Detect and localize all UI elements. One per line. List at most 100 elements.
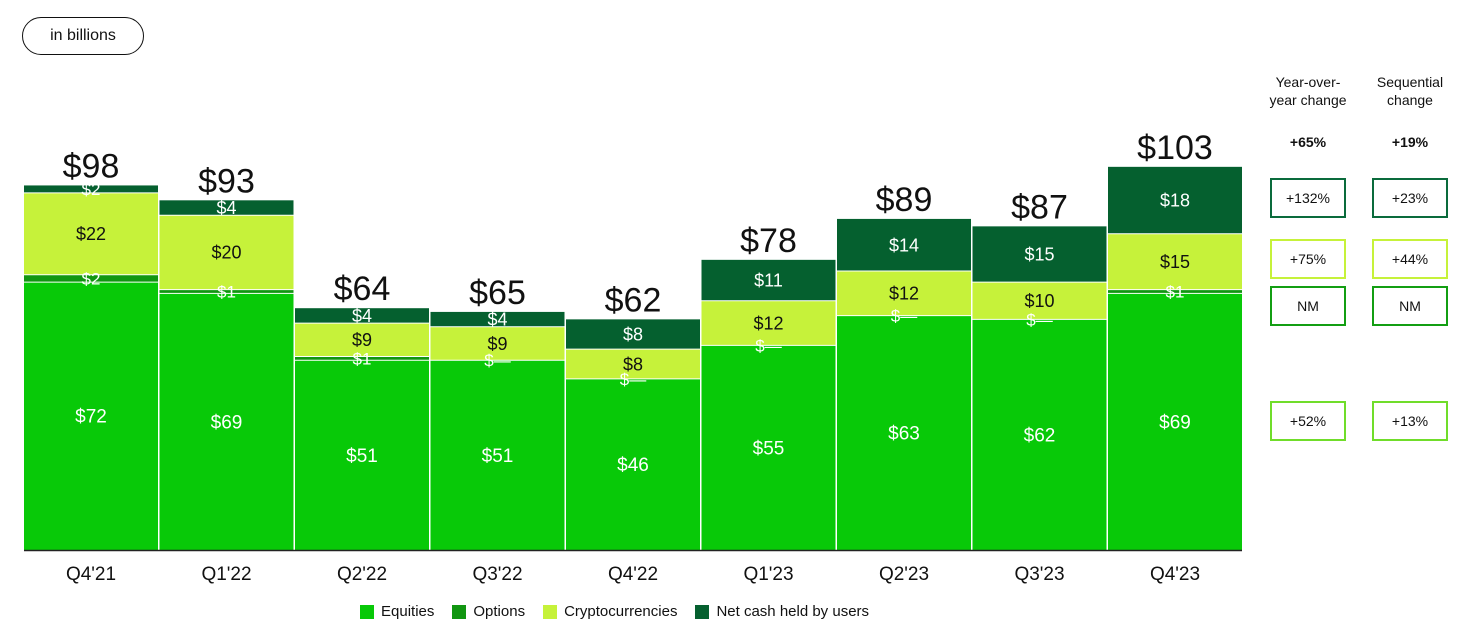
- bar-equities-0: [24, 282, 158, 550]
- total-label-6: $89: [876, 181, 933, 219]
- category-label-0: Q4'21: [66, 564, 116, 585]
- label-crypto-3: $9: [487, 334, 507, 354]
- label-crypto-8: $15: [1160, 252, 1190, 272]
- category-label-6: Q2'23: [879, 564, 929, 585]
- label-options-0: $2: [82, 269, 101, 288]
- bar-crypto-3: [430, 326, 565, 361]
- label-crypto-1: $20: [211, 243, 241, 263]
- yoy-cash-box: +132%: [1270, 178, 1346, 218]
- label-options-5: $—: [755, 336, 781, 355]
- unit-label: in billions: [22, 17, 144, 55]
- bar-equities-7: [972, 319, 1107, 550]
- seq-equities-box: +13%: [1372, 401, 1448, 441]
- bar-cash-5: [701, 259, 836, 301]
- bar-options-1: [159, 289, 294, 294]
- legend-label-equities: Equities: [381, 603, 435, 620]
- bar-options-0: [24, 274, 158, 283]
- bar-cash-7: [972, 226, 1107, 283]
- yoy-crypto-box: +75%: [1270, 239, 1346, 279]
- bar-crypto-4: [566, 349, 700, 379]
- label-equities-2: $51: [346, 446, 378, 467]
- bar-cash-4: [566, 319, 700, 350]
- label-equities-4: $46: [617, 455, 649, 476]
- bar-crypto-2: [295, 323, 429, 357]
- total-label-2: $64: [334, 270, 391, 308]
- bar-equities-5: [701, 345, 836, 550]
- label-options-2: $1: [353, 349, 372, 368]
- label-options-6: $—: [891, 307, 917, 326]
- label-equities-5: $55: [753, 438, 785, 459]
- label-cash-5: $11: [754, 271, 783, 291]
- legend-item-cash: Net cash held by users: [695, 603, 869, 620]
- label-cash-7: $15: [1024, 245, 1054, 265]
- bar-equities-1: [159, 293, 294, 550]
- category-label-3: Q3'22: [472, 564, 522, 585]
- yoy-header: Year-over-year change: [1269, 74, 1347, 108]
- bar-cash-2: [295, 308, 429, 324]
- total-label-0: $98: [63, 147, 120, 185]
- bar-crypto-1: [159, 215, 294, 290]
- total-label-5: $78: [740, 222, 797, 260]
- legend-label-cash: Net cash held by users: [716, 603, 870, 620]
- bar-cash-1: [159, 200, 294, 216]
- label-cash-6: $14: [889, 235, 919, 255]
- legend-label-crypto: Cryptocurrencies: [564, 603, 678, 620]
- label-cash-2: $4: [352, 306, 372, 326]
- yoy-equities-box: +52%: [1270, 401, 1346, 441]
- label-crypto-7: $10: [1024, 291, 1054, 311]
- bar-equities-6: [837, 315, 971, 550]
- label-cash-8: $18: [1160, 191, 1190, 211]
- bar-cash-8: [1108, 166, 1242, 234]
- label-options-7: $—: [1026, 310, 1052, 329]
- legend: Equities Options Cryptocurrencies Net ca…: [360, 603, 887, 620]
- category-label-4: Q4'22: [608, 564, 658, 585]
- total-label-8: $103: [1137, 129, 1213, 167]
- bar-crypto-0: [24, 192, 158, 275]
- label-cash-1: $4: [216, 198, 236, 218]
- bar-cash-6: [837, 218, 971, 271]
- category-label-5: Q1'23: [743, 564, 793, 585]
- label-options-8: $1: [1166, 282, 1185, 301]
- label-equities-6: $63: [888, 423, 920, 444]
- legend-label-options: Options: [473, 603, 526, 620]
- label-crypto-4: $8: [623, 354, 643, 374]
- bar-cash-3: [430, 311, 565, 327]
- label-crypto-0: $22: [76, 224, 106, 244]
- seq-cash-box: +23%: [1372, 178, 1448, 218]
- total-label-4: $62: [605, 281, 662, 319]
- label-equities-0: $72: [75, 407, 107, 428]
- yoy-options-box: NM: [1270, 286, 1346, 326]
- yoy-total: +65%: [1289, 134, 1327, 150]
- bar-crypto-6: [837, 271, 971, 316]
- label-cash-3: $4: [487, 310, 507, 330]
- seq-total: +19%: [1391, 134, 1429, 150]
- bar-equities-2: [295, 360, 429, 550]
- label-equities-8: $69: [1159, 412, 1191, 433]
- bar-options-2: [295, 356, 429, 361]
- total-label-1: $93: [198, 162, 255, 200]
- legend-item-equities: Equities: [360, 603, 434, 620]
- category-label-7: Q3'23: [1014, 564, 1064, 585]
- seq-options-box: NM: [1372, 286, 1448, 326]
- seq-crypto-box: +44%: [1372, 239, 1448, 279]
- label-cash-4: $8: [623, 325, 643, 345]
- seq-header: Sequential change: [1376, 74, 1444, 108]
- total-label-3: $65: [469, 274, 526, 312]
- label-equities-3: $51: [482, 446, 514, 467]
- bar-equities-3: [430, 360, 565, 550]
- bar-crypto-7: [972, 282, 1107, 320]
- bar-crypto-8: [1108, 233, 1242, 290]
- category-label-2: Q2'22: [337, 564, 387, 585]
- legend-item-options: Options: [452, 603, 525, 620]
- total-label-7: $87: [1011, 188, 1068, 226]
- category-label-8: Q4'23: [1150, 564, 1200, 585]
- category-label-1: Q1'22: [201, 564, 251, 585]
- legend-swatch-options: [452, 604, 467, 619]
- legend-swatch-crypto: [543, 604, 558, 619]
- bar-options-8: [1108, 289, 1242, 294]
- label-crypto-6: $12: [889, 284, 919, 304]
- label-crypto-5: $12: [753, 313, 783, 333]
- bar-equities-4: [566, 378, 700, 550]
- label-equities-1: $69: [211, 412, 243, 433]
